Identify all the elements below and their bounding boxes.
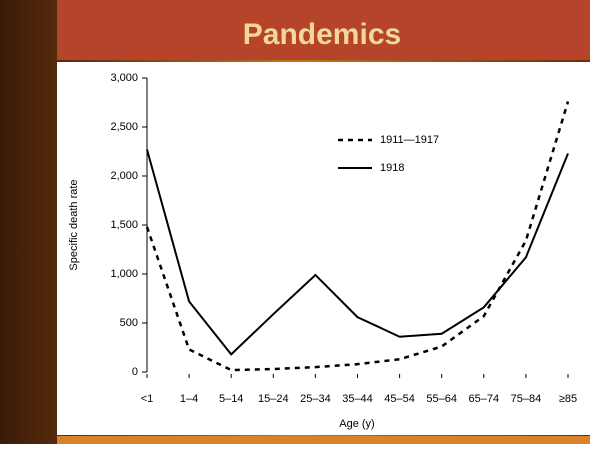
x-tick-label: 25–34 (300, 393, 331, 405)
y-tick-label: 1,000 (110, 268, 138, 280)
x-tick-label: 5–14 (219, 393, 243, 405)
legend-label: 1911—1917 (380, 134, 439, 146)
series-line (145, 101, 570, 372)
title-bar (57, 0, 590, 60)
x-tick-label: <1 (141, 393, 154, 405)
x-tick-label: 45–54 (384, 393, 415, 405)
x-tick-label: 75–84 (511, 393, 542, 405)
x-tick-label: 1–4 (180, 393, 198, 405)
chart-area (57, 62, 590, 435)
x-tick-label: 55–64 (426, 393, 457, 405)
x-tick-label: 35–44 (342, 393, 373, 405)
legend-label: 1918 (380, 162, 404, 174)
x-tick-label: 65–74 (469, 393, 500, 405)
bottom-strip (57, 436, 590, 444)
series-line (146, 149, 569, 356)
y-axis-label: Specific death rate (68, 179, 80, 270)
slide-title: Pandemics (243, 18, 401, 51)
x-tick-label: ≥85 (559, 393, 577, 405)
x-axis-label: Age (y) (339, 418, 374, 430)
y-tick-label: 500 (120, 317, 138, 329)
y-tick-label: 2,500 (110, 121, 138, 133)
y-tick-label: 1,500 (110, 219, 138, 231)
y-tick-label: 0 (132, 366, 138, 378)
x-tick-label: 15–24 (258, 393, 289, 405)
y-tick-label: 2,000 (110, 170, 138, 182)
y-tick-label: 3,000 (110, 72, 138, 84)
